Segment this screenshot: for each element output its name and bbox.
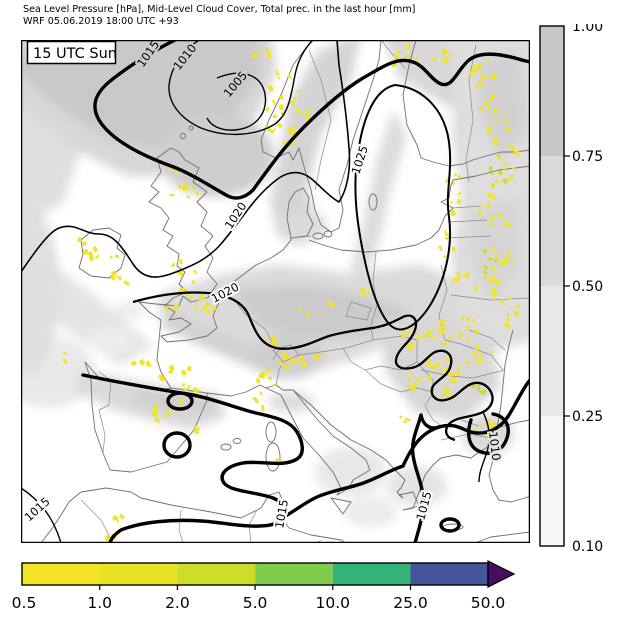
cloud-colorbar-tick-label: 0.25: [572, 409, 603, 425]
cloud-colorbar-ticks: [564, 155, 570, 417]
cloud-colorbar-segment: [540, 26, 564, 156]
contour-label: 1010: [486, 431, 503, 462]
precip-colorbar-tick-label: 5.0: [243, 594, 268, 612]
cloud-colorbar-tick-label: 0.10: [572, 539, 603, 555]
map-frame: [21, 40, 530, 543]
precip-colorbar-tick-label: 0.5: [12, 594, 37, 612]
precip-colorbar-segment: [255, 563, 333, 585]
precip-colorbar-tick-label: 10.0: [316, 594, 351, 612]
chart-subtitle: WRF 05.06.2019 18:00 UTC +93: [23, 16, 179, 27]
cloud-shading-layer: [21, 40, 530, 527]
precip-colorbar-tick-label: 50.0: [471, 594, 506, 612]
precipitation-layer: [62, 44, 521, 542]
cloud-colorbar-segment: [540, 416, 564, 546]
precip-colorbar-overflow-arrow: [487, 560, 516, 588]
cloud-colorbar-segment: [540, 156, 564, 286]
precip-colorbar-ticks: [99, 585, 412, 590]
precip-colorbar-tick-label: 25.0: [393, 594, 428, 612]
cloud-colorbar-tick-label: 0.75: [572, 149, 603, 165]
precip-colorbar-segment: [410, 563, 488, 585]
precip-colorbar-segment: [177, 563, 256, 585]
europe-weather-map: 1015 1010 1005 1020 1020 1025 1015 1015 …: [21, 40, 530, 543]
pressure-contours: [21, 40, 530, 543]
cloud-colorbar-tick-label: 0.50: [572, 279, 603, 295]
timestamp-label: 15 UTC Sun: [33, 46, 117, 62]
cloud-cover-colorbar: 1.00 0.75 0.50 0.25 0.10: [539, 24, 603, 555]
chart-title: Sea Level Pressure [hPa], Mid-Level Clou…: [23, 4, 416, 15]
precip-colorbar-segment: [332, 563, 411, 585]
cloud-colorbar-segment: [540, 286, 564, 416]
cloud-colorbar-tick-label: 1.00: [572, 24, 603, 35]
precip-colorbar-tick-label: 1.0: [87, 594, 112, 612]
precip-colorbar-tick-label: 2.0: [165, 594, 190, 612]
timestamp-box: 15 UTC Sun: [26, 40, 117, 65]
precipitation-colorbar: 0.5 1.0 2.0 5.0 10.0 25.0 50.0: [12, 560, 516, 612]
precip-colorbar-segment: [99, 563, 178, 585]
precip-colorbar-segment: [22, 563, 100, 585]
